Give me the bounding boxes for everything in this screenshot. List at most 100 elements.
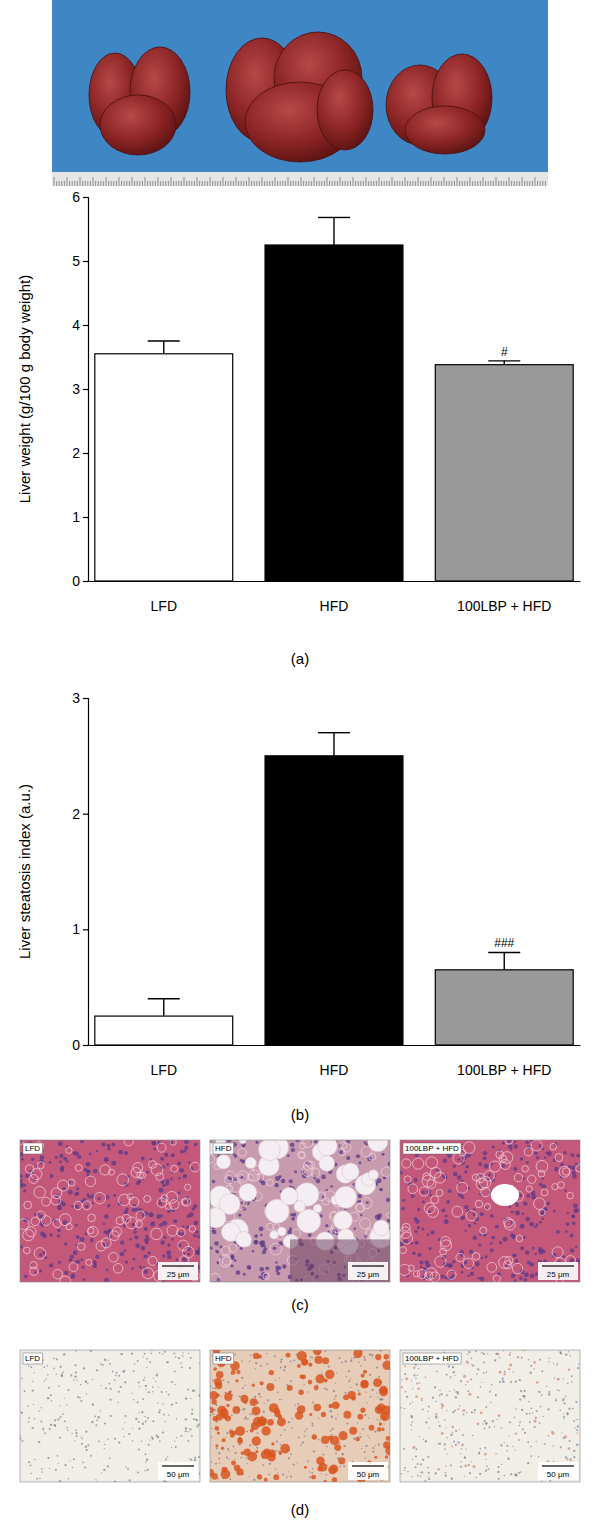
cell-border xyxy=(505,1140,512,1144)
nucleus xyxy=(212,1180,216,1184)
x-tick: HFD xyxy=(320,1062,349,1078)
nucleus xyxy=(63,1353,65,1355)
nucleus xyxy=(128,1433,130,1435)
ruler-tick xyxy=(69,181,70,186)
nucleus xyxy=(123,1210,128,1215)
ruler-tick xyxy=(103,181,104,186)
micrograph-label-box xyxy=(23,1353,42,1364)
nucleus xyxy=(254,1234,258,1238)
cell-border xyxy=(400,1227,411,1239)
nucleus xyxy=(577,1154,580,1158)
nucleus xyxy=(288,1457,290,1459)
nucleus xyxy=(284,1366,286,1368)
nucleus xyxy=(57,1229,61,1233)
cell-border xyxy=(167,1225,178,1236)
ruler-tick xyxy=(407,181,408,186)
nucleus xyxy=(164,1421,165,1422)
nucleus xyxy=(144,1453,146,1455)
cell-border xyxy=(430,1167,441,1178)
cell-border xyxy=(182,1198,190,1206)
nucleus xyxy=(138,1448,140,1450)
nucleus xyxy=(279,1175,282,1178)
ruler-tick xyxy=(464,181,465,186)
nucleus xyxy=(176,1437,178,1439)
cell-border xyxy=(238,1174,244,1180)
nucleus xyxy=(157,1372,158,1373)
nucleus xyxy=(321,1373,323,1375)
nucleus xyxy=(260,1396,262,1398)
nucleus xyxy=(375,1445,376,1446)
cell-border xyxy=(493,1275,500,1282)
ruler-tick xyxy=(503,181,504,186)
nucleus xyxy=(94,1415,96,1417)
nucleus xyxy=(132,1428,133,1429)
nucleus xyxy=(288,1457,289,1458)
nucleus xyxy=(295,1140,299,1142)
ruler-tick xyxy=(241,181,242,186)
nucleus xyxy=(159,1352,161,1354)
nucleus xyxy=(103,1469,105,1471)
nucleus xyxy=(188,1161,190,1163)
ruler-tick xyxy=(350,181,351,186)
ruler-tick xyxy=(77,181,78,186)
nucleus xyxy=(284,1429,286,1431)
cell-border xyxy=(387,1212,390,1218)
cell-border xyxy=(361,1198,372,1209)
nucleus xyxy=(73,1250,78,1255)
ruler-tick xyxy=(80,177,81,186)
nucleus xyxy=(475,1262,480,1267)
nucleus xyxy=(124,1249,127,1252)
nucleus xyxy=(264,1403,265,1404)
nucleus xyxy=(39,1270,42,1273)
cell-border xyxy=(263,1273,269,1279)
ruler-tick xyxy=(381,181,382,186)
y-tick-mark xyxy=(83,389,88,390)
cell-border xyxy=(504,1218,514,1228)
nucleus xyxy=(369,1437,370,1438)
liver-photo xyxy=(52,0,548,186)
cell-border xyxy=(423,1173,431,1181)
nucleus xyxy=(92,1379,93,1380)
nucleus xyxy=(149,1361,151,1363)
cell-border xyxy=(369,1153,376,1160)
nucleus xyxy=(280,1435,282,1437)
y-tick: 0 xyxy=(72,1037,88,1053)
nucleus xyxy=(212,1230,217,1235)
nucleus xyxy=(55,1469,57,1471)
nucleus xyxy=(67,1429,69,1431)
nucleus xyxy=(160,1157,164,1161)
nucleus xyxy=(58,1261,61,1264)
nucleus xyxy=(253,1479,255,1481)
nucleus xyxy=(93,1264,97,1268)
cell-border xyxy=(552,1183,558,1189)
cell-border xyxy=(149,1161,157,1169)
nucleus xyxy=(192,1207,195,1210)
ruler-tick xyxy=(399,181,400,186)
nucleus xyxy=(525,1141,529,1145)
cell-border xyxy=(311,1168,320,1177)
nucleus xyxy=(72,1151,75,1154)
nucleus xyxy=(93,1169,97,1173)
nucleus xyxy=(411,1194,415,1198)
ruler-tick xyxy=(116,181,117,186)
ruler-tick xyxy=(402,181,403,186)
nucleus xyxy=(104,1157,109,1162)
nucleus xyxy=(179,1168,184,1173)
nucleus xyxy=(357,1422,358,1423)
nucleus xyxy=(511,1210,514,1213)
ruler-tick xyxy=(480,181,481,186)
nucleus xyxy=(81,1438,83,1440)
panel-label: (a) xyxy=(291,650,309,667)
nucleus xyxy=(401,1207,404,1210)
nucleus xyxy=(144,1353,146,1355)
ruler-tick xyxy=(217,181,218,186)
nucleus xyxy=(308,1233,312,1237)
plot-area xyxy=(95,217,573,581)
nucleus xyxy=(165,1458,167,1460)
cell-border xyxy=(109,1252,119,1262)
y-tick-label: 0 xyxy=(72,573,80,589)
cell-border xyxy=(23,1247,30,1254)
nucleus xyxy=(535,1272,539,1276)
nucleus xyxy=(289,1227,292,1230)
nucleus xyxy=(247,1265,251,1269)
